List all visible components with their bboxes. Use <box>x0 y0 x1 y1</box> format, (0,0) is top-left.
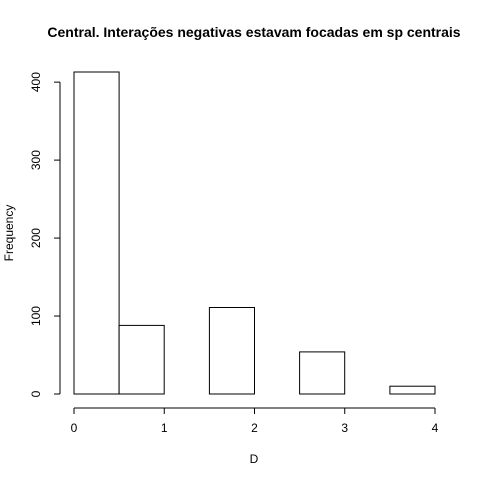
x-axis-label: D <box>250 452 259 466</box>
histogram-bar-5 <box>299 351 346 395</box>
y-tick-label-2: 200 <box>29 228 43 248</box>
histogram-bar-7 <box>389 385 436 395</box>
y-tick-label-0: 0 <box>29 390 43 397</box>
y-tick-label-1: 100 <box>29 306 43 326</box>
bars-group <box>73 71 436 395</box>
histogram-bar-1 <box>118 324 165 395</box>
histogram-bar-0 <box>73 71 120 395</box>
x-tick-label-2: 2 <box>251 421 258 435</box>
x-axis: 0 1 2 3 4 <box>71 407 439 435</box>
x-tick-label-0: 0 <box>71 421 78 435</box>
histogram-bar-3 <box>208 307 255 395</box>
y-axis: 0 100 200 300 400 <box>29 72 61 397</box>
y-tick-label-4: 400 <box>29 72 43 92</box>
x-tick-label-3: 3 <box>341 421 348 435</box>
x-tick-label-4: 4 <box>432 421 439 435</box>
x-tick-label-1: 1 <box>161 421 168 435</box>
chart-title: Central. Interações negativas estavam fo… <box>47 24 460 40</box>
y-tick-label-3: 300 <box>29 150 43 170</box>
y-axis-label: Frequency <box>2 205 16 262</box>
